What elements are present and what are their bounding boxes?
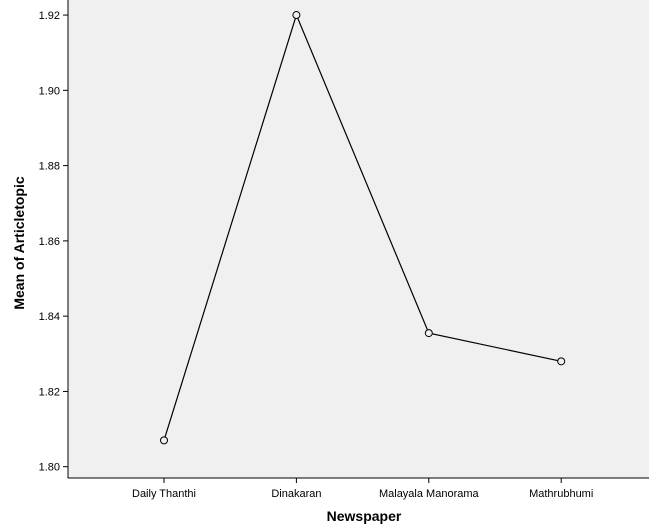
y-axis: 1.80 1.82 1.84 1.86 1.88 1.90 1.92 [39, 10, 68, 474]
x-axis: Daily Thanthi Dinakaran Malayala Manorama M… [132, 478, 593, 500]
series-line [163, 13, 562, 441]
y-tick-label: 1.84 [39, 311, 60, 323]
y-axis-title: Mean of Articletopic [11, 176, 27, 309]
x-tick-label: Daily Thanthi [132, 488, 196, 500]
series-layer [160, 11, 566, 445]
data-point-marker [292, 11, 301, 20]
y-tick-label: 1.80 [39, 462, 60, 474]
data-point-marker [160, 436, 168, 445]
x-tick-label: Mathrubhumi [529, 488, 593, 500]
x-tick-label: Malayala Manorama [379, 488, 480, 500]
y-tick-label: 1.86 [39, 236, 60, 248]
x-tick-label: Dinakaran [271, 488, 321, 500]
data-point-marker [557, 357, 566, 366]
data-point-marker [424, 329, 433, 338]
y-tick-label: 1.82 [39, 386, 60, 398]
y-tick-label: 1.92 [39, 10, 60, 22]
x-axis-title: Newspaper [327, 508, 402, 524]
plot-area [68, 0, 649, 478]
y-tick-label: 1.88 [39, 161, 60, 173]
y-tick-label: 1.90 [39, 85, 60, 97]
